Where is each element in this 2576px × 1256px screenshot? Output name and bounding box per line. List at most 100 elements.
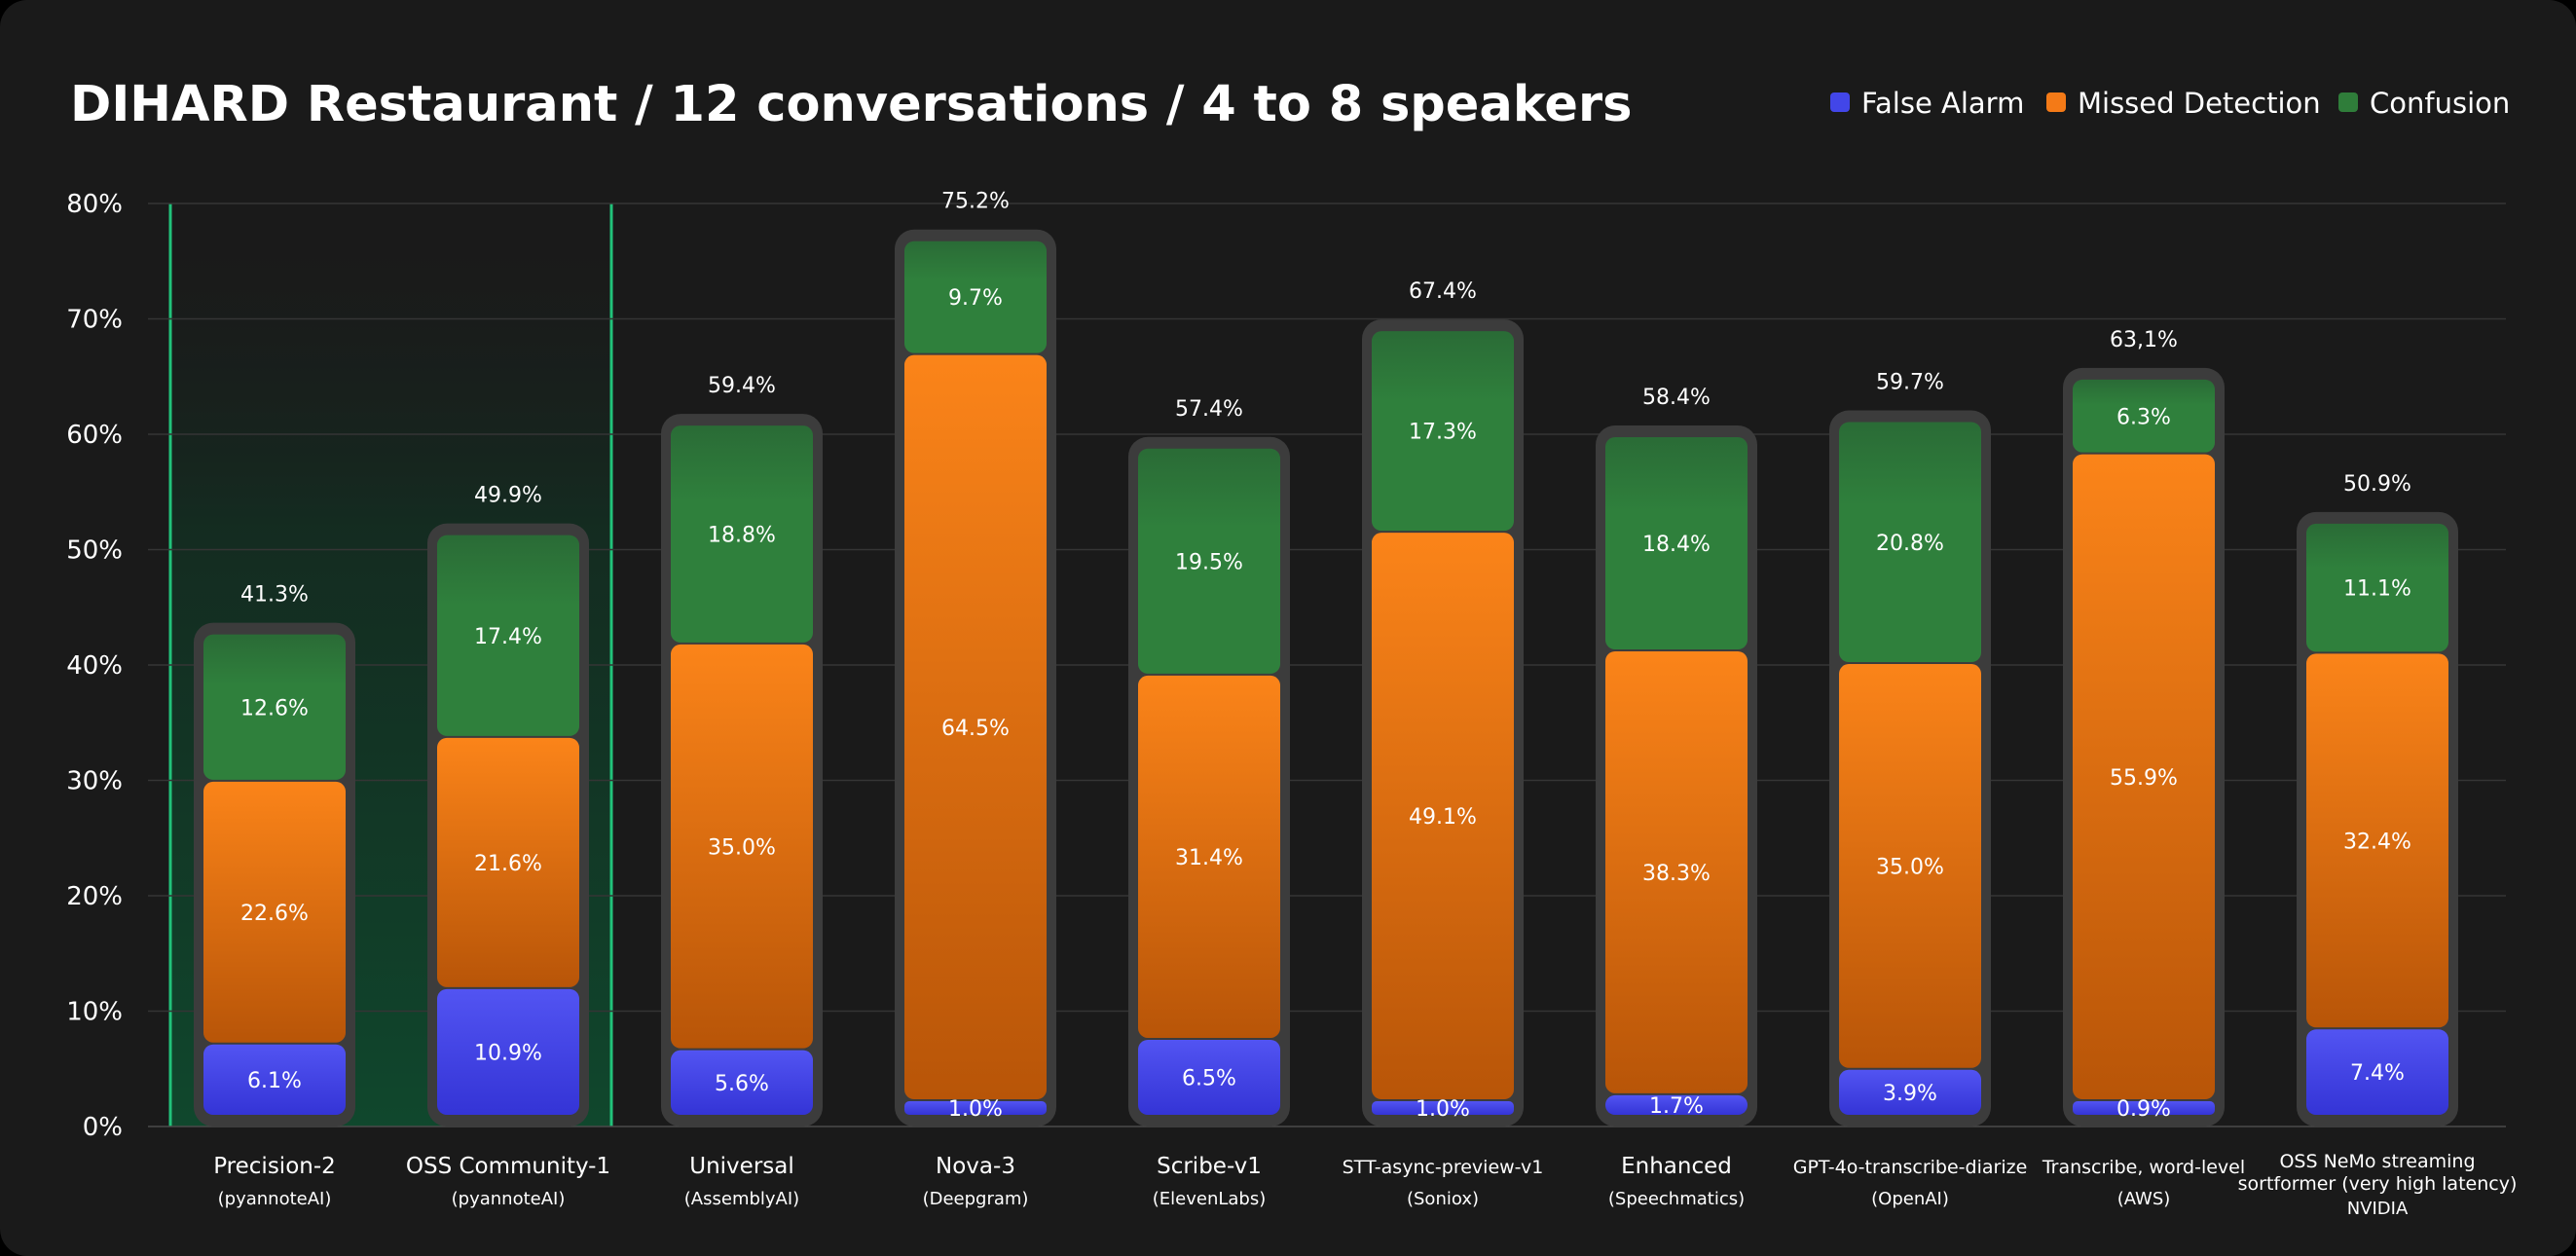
x-axis-label: Enhanced (Speechmatics) — [1608, 1154, 1745, 1209]
category-name: Transcribe, word-level — [2042, 1157, 2245, 1178]
bar-segment-missed-detection — [1372, 533, 1514, 1099]
bar-total-label: 58.4% — [1642, 386, 1711, 410]
x-axis-label: Precision-2 (pyannoteAI) — [213, 1154, 336, 1209]
category-name: Scribe-v1 — [1157, 1154, 1262, 1179]
bar-segment-missed-detection — [1138, 675, 1280, 1038]
segment-label-confusion: 17.3% — [1409, 421, 1477, 445]
bar-segment-false-alarm — [671, 1050, 813, 1115]
bar-total-label: 63,1% — [2110, 328, 2178, 352]
bar-group: 3.9% 35.0% 20.8% 59.7% — [1829, 371, 1991, 1127]
category-name: Enhanced — [1621, 1154, 1732, 1179]
category-provider: NVIDIA — [2347, 1199, 2409, 1219]
x-axis-label: Scribe-v1 (ElevenLabs) — [1153, 1154, 1267, 1209]
segment-label-missed-detection: 38.3% — [1642, 862, 1711, 886]
bar-segment-confusion — [203, 634, 346, 780]
bar-segment-missed-detection — [2306, 653, 2448, 1028]
category-provider: (Speechmatics) — [1608, 1189, 1745, 1209]
bar-total-label: 41.3% — [240, 583, 309, 608]
y-tick-label: 70% — [66, 306, 123, 335]
category-name: Nova-3 — [936, 1154, 1015, 1179]
bar-segment-false-alarm — [1839, 1069, 1981, 1115]
category-provider: (AssemblyAI) — [684, 1189, 799, 1209]
category-name: STT-async-preview-v1 — [1343, 1157, 1544, 1178]
bar-segment-missed-detection — [904, 354, 1047, 1099]
y-tick-label: 0% — [83, 1113, 123, 1142]
bar-group: 0.9% 55.9% 6.3% 63,1% — [2063, 328, 2225, 1127]
segment-label-missed-detection: 35.0% — [1876, 855, 1944, 879]
legend: False Alarm Missed Detection Confusion — [1830, 87, 2510, 120]
bar-segment-false-alarm — [437, 988, 579, 1115]
category-name: Universal — [689, 1154, 794, 1179]
bar-segment-missed-detection — [671, 644, 813, 1049]
bar-total-label: 59.4% — [708, 374, 776, 398]
bar-segment-false-alarm — [1372, 1101, 1514, 1115]
bar-group: 5.6% 35.0% 18.8% 59.4% — [661, 374, 823, 1127]
bar-group: 1.0% 49.1% 17.3% 67.4% — [1362, 279, 1524, 1127]
bar-segment-false-alarm — [2306, 1029, 2448, 1115]
segment-label-false-alarm: 1.7% — [1649, 1094, 1704, 1119]
bar-segment-false-alarm — [1138, 1039, 1280, 1115]
segment-label-confusion: 17.4% — [474, 625, 542, 649]
segment-label-false-alarm: 3.9% — [1883, 1082, 1937, 1106]
x-axis-label: OSS Community-1 (pyannoteAI) — [406, 1154, 610, 1209]
segment-label-false-alarm: 5.6% — [715, 1072, 769, 1096]
bar-segment-false-alarm — [904, 1101, 1047, 1115]
bar-group: 6.1% 22.6% 12.6% 41.3% — [194, 583, 355, 1127]
category-provider: (AWS) — [2117, 1189, 2171, 1209]
segment-label-missed-detection: 21.6% — [474, 852, 542, 876]
segment-label-false-alarm: 10.9% — [474, 1041, 542, 1065]
legend-label-false-alarm: False Alarm — [1861, 87, 2024, 120]
legend-swatch-false-alarm — [1830, 92, 1850, 112]
bars: 6.1% 22.6% 12.6% 41.3% 10.9% 21.6% 17.4% 49.9% 5… — [194, 190, 2458, 1127]
y-tick-label: 40% — [66, 651, 123, 681]
legend-swatch-confusion — [2338, 92, 2358, 112]
bar-segment-confusion — [671, 425, 813, 643]
x-axis-label: STT-async-preview-v1 (Soniox) — [1343, 1157, 1544, 1209]
bar-segment-false-alarm — [2073, 1101, 2215, 1115]
bar-segment-missed-detection — [437, 737, 579, 987]
category-name: OSS Community-1 — [406, 1154, 610, 1179]
y-tick-label: 60% — [66, 421, 123, 450]
legend-swatch-missed-detection — [2046, 92, 2066, 112]
y-tick-label: 30% — [66, 767, 123, 796]
bar-total-label: 50.9% — [2343, 472, 2411, 497]
bar-segment-confusion — [437, 535, 579, 736]
category-provider: (pyannoteAI) — [218, 1189, 332, 1209]
category-provider: (Deepgram) — [923, 1189, 1029, 1209]
segment-label-false-alarm: 0.9% — [2116, 1097, 2171, 1122]
bar-segment-missed-detection — [203, 781, 346, 1043]
category-provider: (ElevenLabs) — [1153, 1189, 1267, 1209]
segment-label-missed-detection: 35.0% — [708, 835, 776, 860]
category-provider: (Soniox) — [1407, 1189, 1479, 1209]
segment-label-false-alarm: 6.5% — [1182, 1066, 1236, 1090]
segment-label-missed-detection: 64.5% — [941, 717, 1010, 741]
segment-label-confusion: 18.4% — [1642, 533, 1711, 557]
segment-label-false-alarm: 6.1% — [247, 1069, 302, 1093]
segment-label-confusion: 18.8% — [708, 524, 776, 548]
bar-group: 6.5% 31.4% 19.5% 57.4% — [1128, 397, 1290, 1127]
category-name: OSS NeMo streaming — [2279, 1151, 2475, 1172]
segment-label-missed-detection: 31.4% — [1175, 846, 1243, 870]
bar-group: 1.0% 64.5% 9.7% 75.2% — [895, 190, 1056, 1127]
bar-group: 10.9% 21.6% 17.4% 49.9% — [427, 484, 589, 1127]
category-provider: (pyannoteAI) — [452, 1189, 566, 1209]
x-axis-labels: Precision-2 (pyannoteAI) OSS Community-1 (p… — [213, 1151, 2517, 1219]
segment-label-confusion: 9.7% — [948, 286, 1003, 311]
category-name: GPT-4o-transcribe-diarize — [1793, 1157, 2028, 1178]
bar-total-label: 75.2% — [941, 190, 1010, 214]
y-tick-label: 20% — [66, 882, 123, 911]
segment-label-confusion: 12.6% — [240, 696, 309, 720]
y-tick-label: 50% — [66, 536, 123, 566]
segment-label-missed-detection: 55.9% — [2110, 766, 2178, 791]
bar-segment-missed-detection — [1839, 664, 1981, 1068]
x-axis-label: Nova-3 (Deepgram) — [923, 1154, 1029, 1209]
segment-label-missed-detection: 32.4% — [2343, 830, 2411, 854]
segment-label-missed-detection: 22.6% — [240, 902, 309, 926]
bar-segment-confusion — [2306, 523, 2448, 652]
segment-label-missed-detection: 49.1% — [1409, 805, 1477, 830]
bar-total-label: 67.4% — [1409, 279, 1477, 304]
bar-segment-confusion — [1372, 331, 1514, 532]
